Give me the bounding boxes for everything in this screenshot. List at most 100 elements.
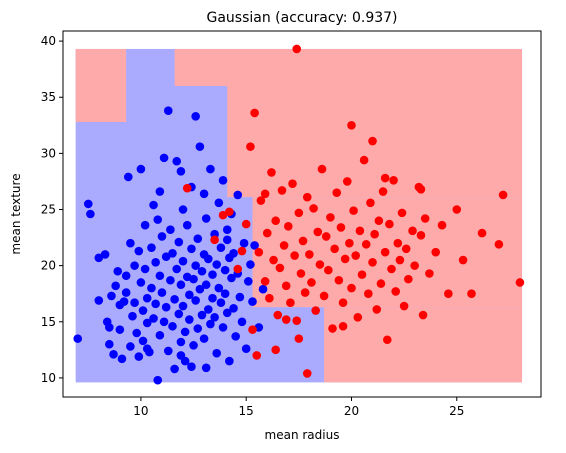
point-class-a xyxy=(239,238,249,248)
point-class-a xyxy=(220,265,230,275)
x-axis-label: mean radius xyxy=(265,428,340,442)
point-class-b xyxy=(355,226,365,236)
point-class-a xyxy=(191,296,200,305)
point-class-a xyxy=(140,264,150,274)
point-class-b xyxy=(302,192,312,202)
point-class-b xyxy=(307,278,316,287)
point-class-b xyxy=(393,238,403,248)
point-class-b xyxy=(387,264,396,274)
y-tick-label: 20 xyxy=(41,259,56,273)
point-class-a xyxy=(142,293,152,303)
point-class-a xyxy=(128,311,137,321)
point-class-a xyxy=(201,363,211,373)
point-class-a xyxy=(208,293,217,303)
point-class-b xyxy=(515,278,525,287)
point-class-b xyxy=(254,247,264,257)
point-class-b xyxy=(302,369,312,378)
point-class-b xyxy=(294,208,304,218)
point-class-b xyxy=(182,183,192,193)
point-class-b xyxy=(431,247,441,257)
point-class-a xyxy=(121,288,131,297)
data-points xyxy=(73,44,525,385)
point-class-b xyxy=(477,228,487,238)
point-class-a xyxy=(151,257,160,267)
point-class-a xyxy=(241,344,251,354)
point-class-b xyxy=(404,274,413,284)
point-class-a xyxy=(83,199,93,209)
point-class-a xyxy=(197,266,207,276)
point-class-b xyxy=(408,226,417,236)
point-class-b xyxy=(262,228,272,238)
point-class-a xyxy=(113,266,123,276)
point-class-a xyxy=(140,220,150,230)
point-class-a xyxy=(136,278,146,287)
point-class-a xyxy=(216,298,226,307)
point-class-a xyxy=(157,232,167,241)
point-class-a xyxy=(115,325,125,334)
point-class-a xyxy=(180,327,190,337)
point-class-a xyxy=(178,301,188,311)
point-class-a xyxy=(231,332,240,341)
point-class-a xyxy=(250,241,259,250)
point-class-b xyxy=(271,345,280,355)
point-class-a xyxy=(178,205,188,214)
point-class-b xyxy=(370,229,379,239)
y-axis-ticks: 10 15 20 25 30 35 40 xyxy=(41,34,63,385)
point-class-a xyxy=(119,297,129,306)
point-class-a xyxy=(206,164,215,174)
point-class-a xyxy=(185,290,194,300)
point-class-b xyxy=(218,210,228,220)
point-class-b xyxy=(250,108,259,118)
point-class-a xyxy=(138,336,148,346)
point-class-b xyxy=(290,251,299,260)
point-class-b xyxy=(351,251,360,260)
point-class-b xyxy=(353,312,363,322)
point-class-a xyxy=(216,243,226,252)
point-class-a xyxy=(203,305,213,314)
point-class-b xyxy=(281,315,291,324)
point-class-b xyxy=(359,155,369,165)
point-class-b xyxy=(237,246,247,256)
point-class-b xyxy=(364,289,373,299)
point-class-a xyxy=(163,106,173,116)
point-class-b xyxy=(458,255,468,265)
point-class-a xyxy=(199,189,209,199)
point-class-a xyxy=(163,346,173,356)
point-class-a xyxy=(155,271,165,281)
point-class-b xyxy=(298,236,308,246)
point-class-b xyxy=(273,310,283,320)
point-class-a xyxy=(142,318,152,328)
point-class-a xyxy=(214,283,224,293)
point-class-b xyxy=(397,208,407,218)
point-class-b xyxy=(368,257,377,267)
point-class-a xyxy=(130,261,139,270)
point-class-a xyxy=(220,289,230,299)
point-class-a xyxy=(191,261,200,270)
point-class-b xyxy=(410,261,419,270)
point-class-b xyxy=(467,289,476,299)
point-class-a xyxy=(151,299,160,309)
point-class-b xyxy=(311,306,320,315)
point-class-a xyxy=(142,344,152,354)
point-class-a xyxy=(191,112,200,121)
point-class-b xyxy=(313,227,323,237)
point-class-b xyxy=(380,173,390,183)
point-class-b xyxy=(444,289,453,299)
point-class-b xyxy=(292,44,302,54)
point-class-a xyxy=(166,275,175,285)
y-tick-label: 10 xyxy=(41,371,56,385)
point-class-b xyxy=(315,260,325,269)
y-axis-label: mean texture xyxy=(9,173,23,254)
point-class-a xyxy=(126,238,135,248)
point-class-a xyxy=(206,319,215,329)
point-class-a xyxy=(197,310,207,320)
x-axis-ticks: 10 15 20 25 xyxy=(133,397,464,418)
point-class-b xyxy=(269,255,278,265)
point-class-b xyxy=(374,216,384,226)
point-class-b xyxy=(256,196,266,205)
point-class-b xyxy=(336,223,346,232)
point-class-a xyxy=(218,176,228,185)
point-class-a xyxy=(138,306,148,315)
point-class-b xyxy=(380,247,390,257)
point-class-a xyxy=(132,328,142,338)
